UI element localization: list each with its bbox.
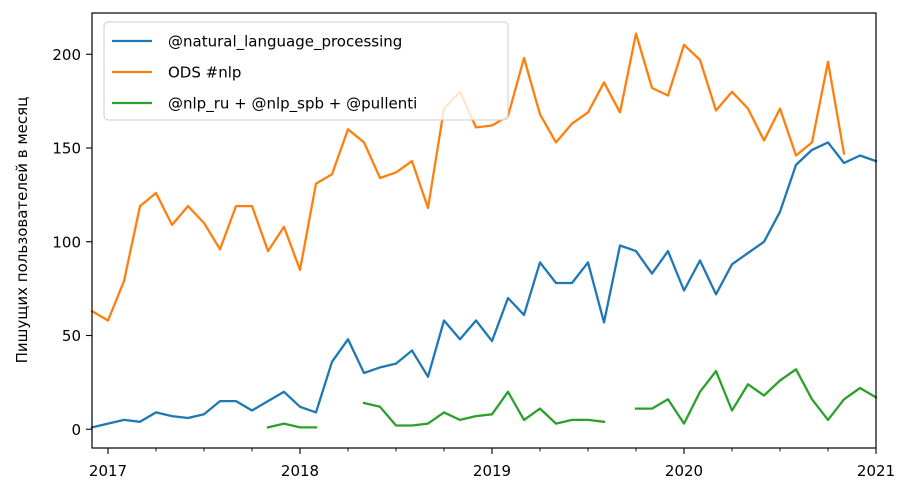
legend-label-2: @nlp_ru + @nlp_spb + @pullenti [168, 95, 417, 114]
y-tick-label: 200 [52, 46, 81, 64]
y-tick-label: 150 [52, 140, 81, 158]
x-tick-label: 2018 [281, 462, 319, 480]
legend-label-0: @natural_language_processing [168, 33, 402, 52]
x-tick-label: 2021 [857, 462, 895, 480]
y-tick-label: 100 [52, 233, 81, 251]
legend: @natural_language_processing ODS #nlp @nlp… [103, 21, 509, 121]
series-line-0 [90, 141, 878, 429]
x-axis: 2017 2018 2019 2020 2021 [89, 448, 895, 480]
plot-lines [90, 32, 878, 429]
x-tick-label: 2020 [665, 462, 703, 480]
x-tick-label: 2017 [89, 462, 127, 480]
y-axis: 0 50 100 150 200 [52, 46, 92, 439]
plot-frame [91, 12, 877, 449]
y-axis-title: Пишущих пользователей в месяц [13, 97, 31, 364]
legend-box [103, 21, 509, 121]
series-line-2 [266, 368, 878, 429]
legend-label-1: ODS #nlp [168, 64, 241, 82]
y-tick-label: 0 [71, 421, 81, 439]
y-tick-label: 50 [62, 327, 81, 345]
x-tick-label: 2019 [473, 462, 511, 480]
